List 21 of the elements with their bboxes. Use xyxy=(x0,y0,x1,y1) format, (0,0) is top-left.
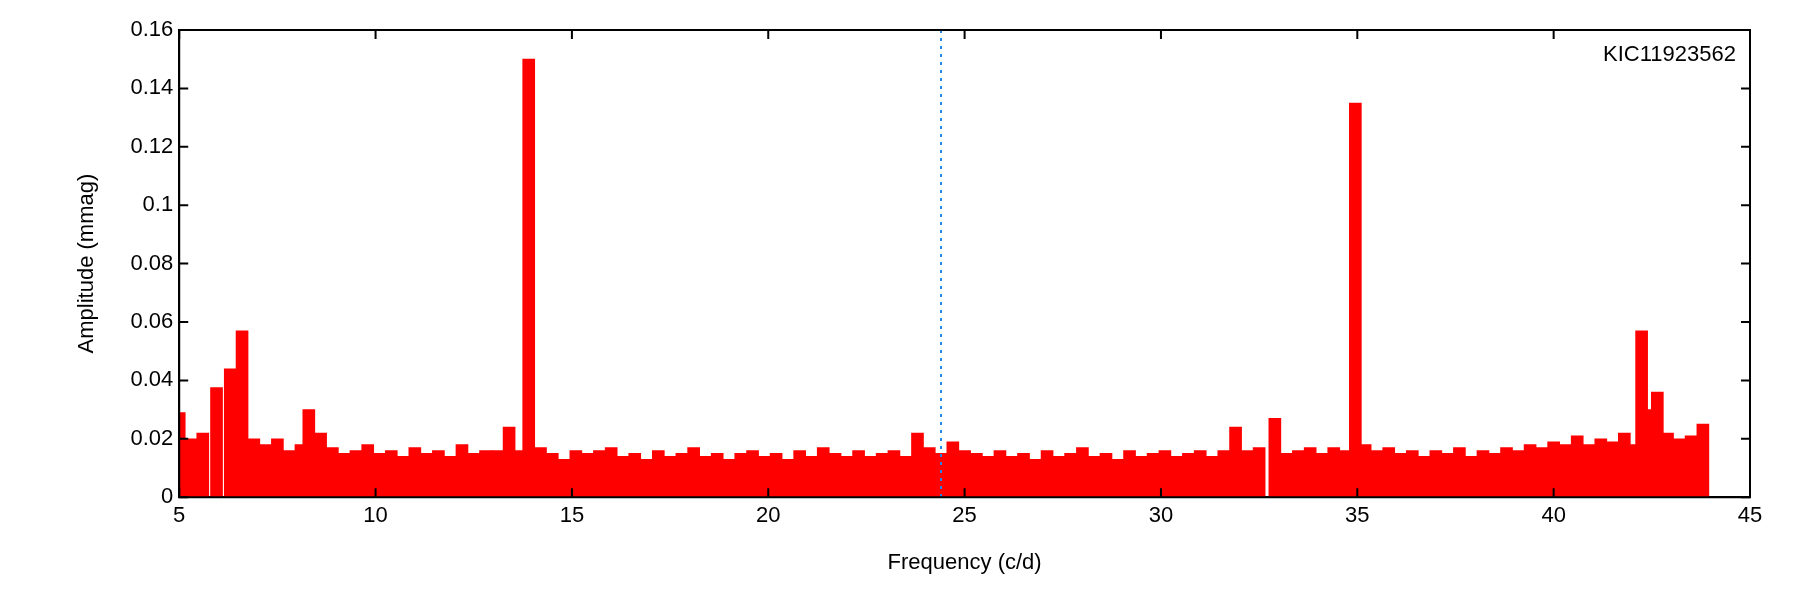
annotation: KIC11923562 xyxy=(1603,41,1736,67)
y-tick-label: 0.1 xyxy=(142,191,174,217)
y-tick-label: 0.06 xyxy=(130,308,174,334)
x-tick-label: 15 xyxy=(559,502,585,528)
y-tick-label: 0.04 xyxy=(130,366,174,392)
y-axis-title: Amplitude (mmag) xyxy=(73,173,99,354)
x-tick-label: 30 xyxy=(1148,502,1174,528)
x-tick-label: 35 xyxy=(1345,502,1370,528)
y-tick-label: 0.16 xyxy=(130,16,174,42)
x-axis-title: Frequency (c/d) xyxy=(887,548,1042,574)
y-tick-label: 0.02 xyxy=(130,424,174,450)
y-tick-label: 0.08 xyxy=(130,249,174,275)
x-tick-label: 10 xyxy=(363,502,388,528)
x-tick-label: 20 xyxy=(756,502,781,528)
x-tick-label: 25 xyxy=(952,502,977,528)
x-tick-label: 45 xyxy=(1737,502,1763,528)
x-tick-label: 40 xyxy=(1541,502,1566,528)
y-tick-label: 0.12 xyxy=(130,132,174,158)
y-tick-label: 0 xyxy=(160,483,174,509)
y-tick-label: 0.14 xyxy=(130,74,174,100)
x-tick-label: 5 xyxy=(173,502,186,528)
